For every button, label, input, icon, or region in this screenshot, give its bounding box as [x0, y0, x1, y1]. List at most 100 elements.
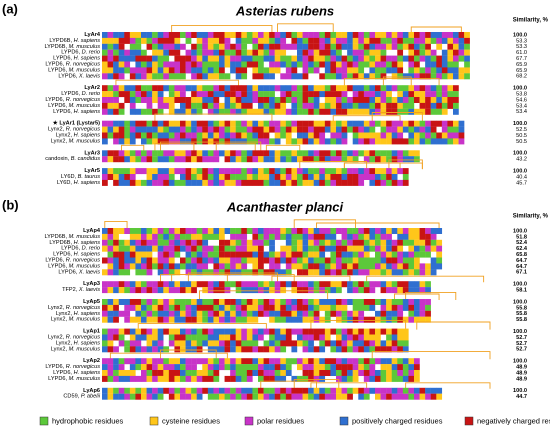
residue-cell [163, 316, 170, 323]
residue-cell [336, 43, 342, 50]
residue-cell [241, 304, 248, 311]
residue-cell [291, 174, 298, 180]
residue-cell [129, 287, 136, 294]
residue-cell [202, 138, 209, 145]
residue-cell [269, 97, 275, 103]
residue-cell [341, 370, 348, 376]
residue-cell [180, 67, 186, 74]
residue-cell [308, 132, 314, 139]
row-label: Lynx2, H. sapiens [56, 133, 100, 139]
residue-cell [319, 150, 326, 157]
residue-cell [425, 251, 431, 258]
residue-cell [358, 358, 365, 365]
residue-cell [274, 37, 281, 44]
residue-cell [425, 281, 431, 288]
residue-cell [141, 126, 147, 133]
residue-cell [297, 174, 303, 180]
residue-cell [157, 37, 164, 44]
row-label: LyAp2 [83, 359, 100, 365]
residue-cell [113, 120, 119, 127]
residue-cell [274, 375, 281, 382]
residue-cell [241, 43, 248, 50]
residue-cell [297, 328, 303, 335]
residue-cell [224, 239, 231, 246]
residue-cell [157, 85, 164, 92]
residue-cell [113, 67, 119, 74]
residue-cell [246, 108, 253, 115]
residue-cell [207, 310, 214, 317]
residue-cell [135, 61, 142, 68]
residue-cell [313, 32, 320, 38]
residue-cell [258, 67, 264, 74]
residue-cell [191, 91, 197, 98]
residue-cell [141, 228, 147, 234]
residue-cell [141, 245, 147, 252]
residue-cell [168, 310, 175, 317]
residue-cell [358, 269, 365, 276]
species-name: H. sapiens [74, 240, 101, 246]
residue-cell [397, 132, 404, 139]
residue-cell [341, 375, 348, 382]
residue-cell [330, 387, 337, 394]
residue-cell [302, 61, 309, 68]
residue-cell [113, 233, 119, 240]
residue-cell [258, 245, 264, 252]
residue-cell [107, 32, 114, 38]
residue-cell [107, 233, 114, 240]
residue-cell [135, 91, 142, 98]
residue-cell [113, 43, 119, 50]
residue-cell [213, 393, 220, 400]
residue-cell [319, 108, 326, 115]
residue-cell [375, 108, 381, 115]
residue-cell [402, 375, 409, 382]
residue-cell [308, 49, 314, 56]
residue-cell [347, 49, 353, 56]
residue-cell [453, 43, 459, 50]
residue-cell [269, 43, 275, 50]
residue-cell [297, 91, 303, 98]
residue-cell [118, 263, 125, 270]
residue-cell [213, 73, 220, 80]
residue-cell [347, 299, 353, 305]
residue-cell [285, 132, 292, 139]
residue-cell [319, 55, 326, 62]
residue-cell [291, 228, 298, 234]
species-name: R. norvegicus [66, 258, 100, 264]
residue-cell [174, 334, 181, 341]
disulfide-bracket [293, 219, 356, 229]
residue-cell [141, 108, 147, 115]
residue-cell [102, 269, 108, 276]
residue-cell [297, 287, 303, 294]
residue-cell [141, 334, 147, 341]
residue-cell [453, 132, 459, 139]
residue-cell [402, 138, 409, 145]
residue-cell [118, 393, 125, 400]
residue-cell [341, 43, 348, 50]
row-label: LYPD6, D. rerio [61, 246, 100, 252]
residue-cell [308, 281, 314, 288]
residue-cell [408, 233, 415, 240]
protein-name: candoxin, [45, 157, 69, 163]
residue-cell [386, 85, 392, 92]
residue-cell [191, 61, 197, 68]
residue-cell [313, 55, 320, 62]
residue-cell [430, 257, 437, 264]
residue-cell [386, 150, 392, 157]
residue-cell [102, 358, 108, 365]
residue-cell [347, 257, 353, 264]
residue-cell [191, 120, 197, 127]
residue-cell [347, 316, 353, 323]
species-name: H. sapiens [74, 133, 101, 139]
residue-cell [430, 85, 437, 92]
residue-cell [241, 239, 248, 246]
residue-cell [430, 102, 437, 109]
residue-cell [107, 263, 114, 270]
residue-cell [402, 126, 409, 133]
residue-cell [324, 310, 331, 317]
residue-cell [297, 49, 303, 56]
residue-cell [129, 346, 136, 353]
residue-cell [180, 340, 186, 347]
residue-cell [168, 37, 175, 44]
residue-cell [447, 49, 454, 56]
residue-cell [358, 168, 365, 175]
